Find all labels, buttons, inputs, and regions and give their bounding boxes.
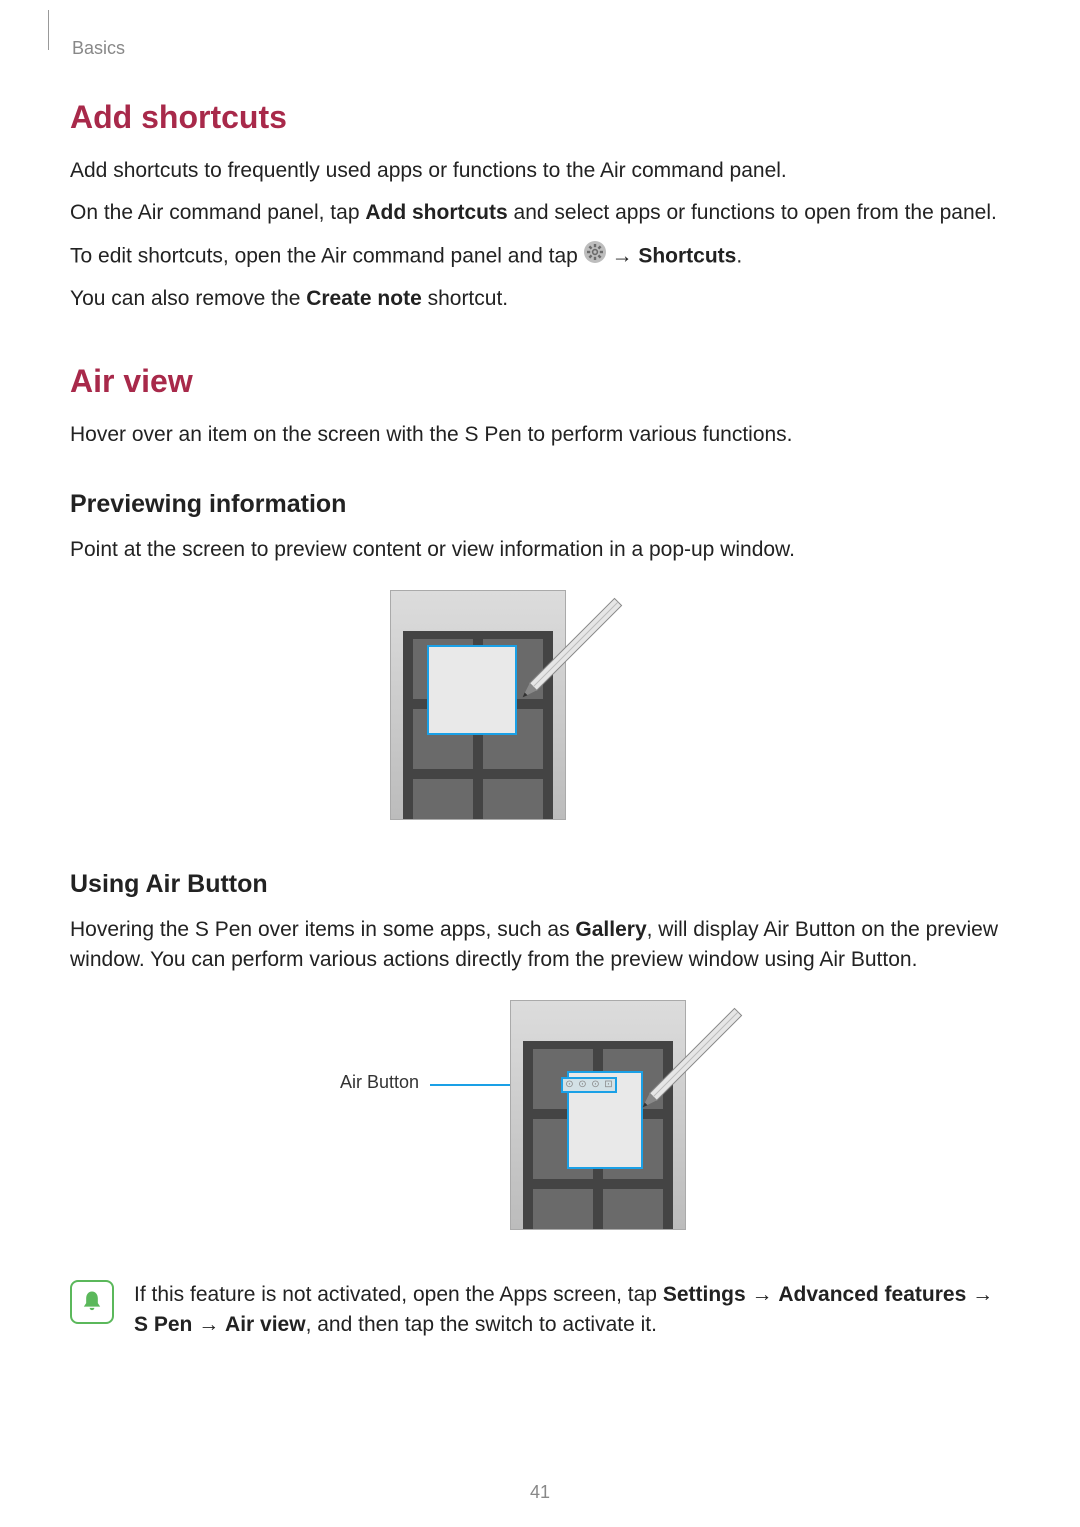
bell-icon xyxy=(70,1280,114,1324)
heading-add-shortcuts: Add shortcuts xyxy=(70,99,1010,136)
text-bold: Air view xyxy=(225,1313,306,1336)
paragraph: To edit shortcuts, open the Air command … xyxy=(70,241,1010,272)
note-text: If this feature is not activated, open t… xyxy=(134,1280,1010,1341)
text-bold: Shortcuts xyxy=(638,244,736,267)
gear-icon xyxy=(584,241,606,272)
text: → xyxy=(612,244,639,267)
text: To edit shortcuts, open the Air command … xyxy=(70,244,584,267)
text-bold: S Pen xyxy=(134,1313,192,1336)
subheading-previewing: Previewing information xyxy=(70,490,1010,519)
note-callout: If this feature is not activated, open t… xyxy=(70,1280,1010,1341)
text: . xyxy=(736,244,742,267)
air-button-bar: ⊙⊙⊙⊡ xyxy=(561,1077,617,1093)
text: shortcut. xyxy=(422,287,508,310)
text-bold: Gallery xyxy=(575,918,646,941)
figure-air-button: Air Button ⊙⊙⊙⊡ xyxy=(70,1000,1010,1250)
page-number: 41 xyxy=(0,1482,1080,1503)
text-bold: Settings xyxy=(663,1283,746,1306)
text: If this feature is not activated, open t… xyxy=(134,1283,663,1306)
text: and select apps or functions to open fro… xyxy=(508,201,997,224)
breadcrumb: Basics xyxy=(72,38,1010,59)
figure-preview xyxy=(70,590,1010,830)
text: → xyxy=(192,1313,225,1336)
callout-label: Air Button xyxy=(340,1072,419,1093)
paragraph: Hovering the S Pen over items in some ap… xyxy=(70,915,1010,976)
text: → xyxy=(746,1283,779,1306)
spen-icon xyxy=(610,990,760,1140)
text-bold: Create note xyxy=(306,287,422,310)
spen-icon xyxy=(490,580,640,730)
text-bold: Add shortcuts xyxy=(365,201,507,224)
paragraph: On the Air command panel, tap Add shortc… xyxy=(70,198,1010,228)
text: Hovering the S Pen over items in some ap… xyxy=(70,918,575,941)
text-bold: Advanced features xyxy=(778,1283,966,1306)
header-divider xyxy=(48,10,49,50)
manual-page: Basics Add shortcuts Add shortcuts to fr… xyxy=(0,0,1080,1527)
text: , and then tap the switch to activate it… xyxy=(306,1313,657,1336)
subheading-air-button: Using Air Button xyxy=(70,870,1010,899)
paragraph: You can also remove the Create note shor… xyxy=(70,284,1010,314)
paragraph: Add shortcuts to frequently used apps or… xyxy=(70,156,1010,186)
paragraph: Hover over an item on the screen with th… xyxy=(70,420,1010,450)
text: On the Air command panel, tap xyxy=(70,201,365,224)
text: → xyxy=(966,1283,993,1306)
paragraph: Point at the screen to preview content o… xyxy=(70,535,1010,565)
text: You can also remove the xyxy=(70,287,306,310)
heading-air-view: Air view xyxy=(70,363,1010,400)
